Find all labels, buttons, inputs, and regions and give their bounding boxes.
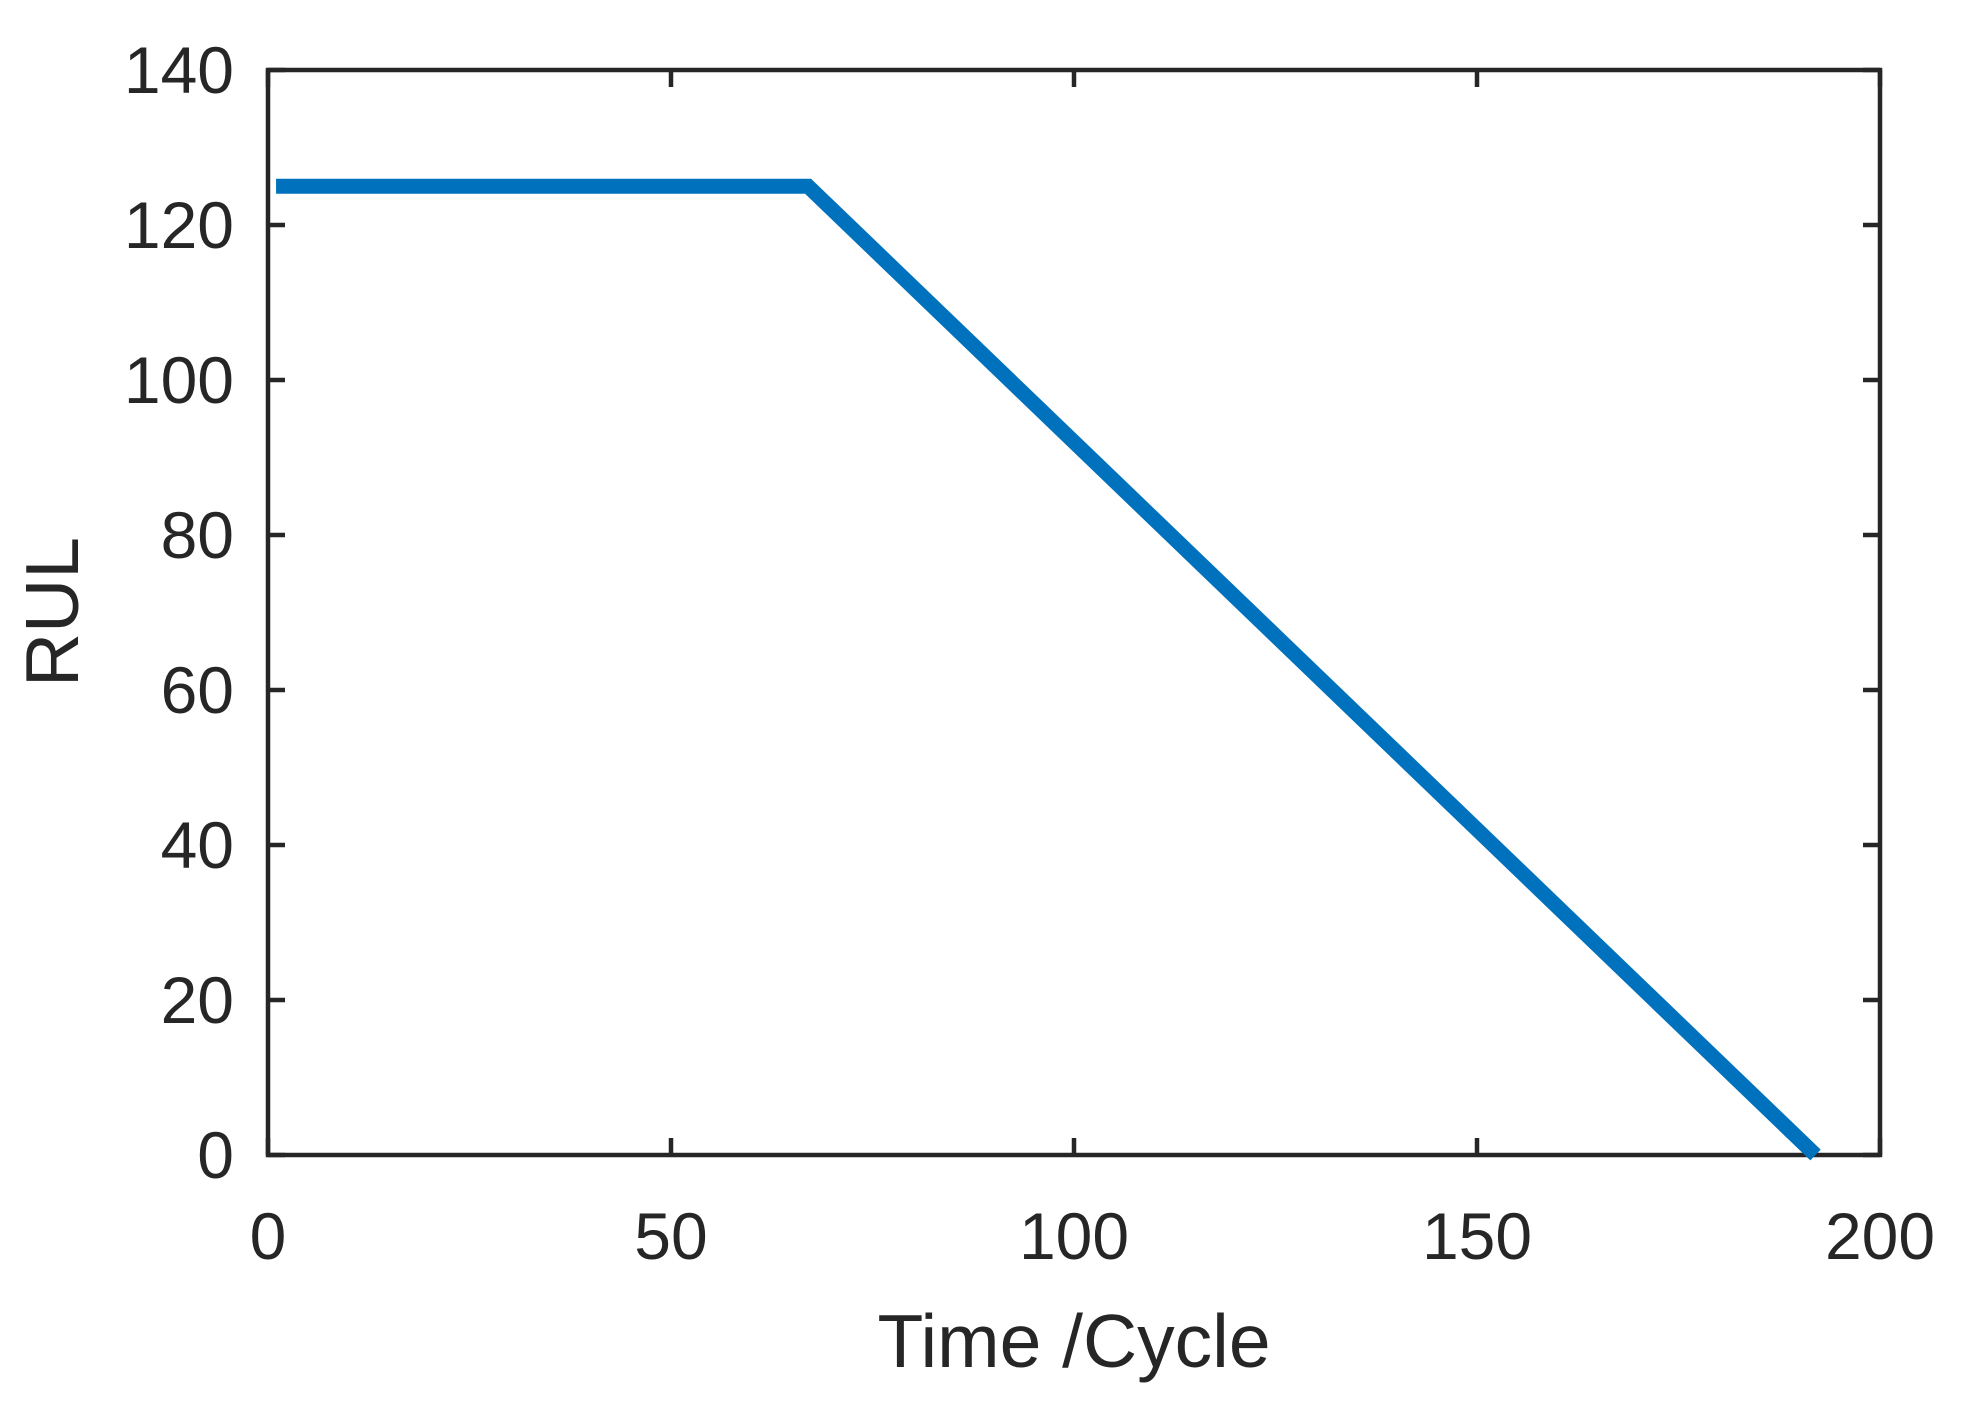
- y-tick-label: 0: [197, 1118, 234, 1192]
- x-tick-label: 100: [1019, 1199, 1129, 1273]
- x-tick-label: 0: [250, 1199, 287, 1273]
- y-axis-label: RUL: [10, 537, 94, 687]
- y-tick-label: 140: [124, 33, 234, 107]
- y-tick-label: 40: [161, 808, 234, 882]
- x-tick-label: 150: [1422, 1199, 1532, 1273]
- x-tick-label: 200: [1825, 1199, 1935, 1273]
- x-axis-label: Time /Cycle: [877, 1299, 1270, 1383]
- rul-series-line: [276, 178, 1821, 1161]
- plot-area: 0 50 100 150 200 0 20 40 60 80 100 120 140: [124, 33, 1935, 1273]
- y-tick-label: 120: [124, 188, 234, 262]
- y-tick-label: 100: [124, 343, 234, 417]
- y-tick-label: 60: [161, 653, 234, 727]
- x-tick-label: 50: [634, 1199, 707, 1273]
- y-tick-label: 80: [161, 498, 234, 572]
- y-tick-label: 20: [161, 963, 234, 1037]
